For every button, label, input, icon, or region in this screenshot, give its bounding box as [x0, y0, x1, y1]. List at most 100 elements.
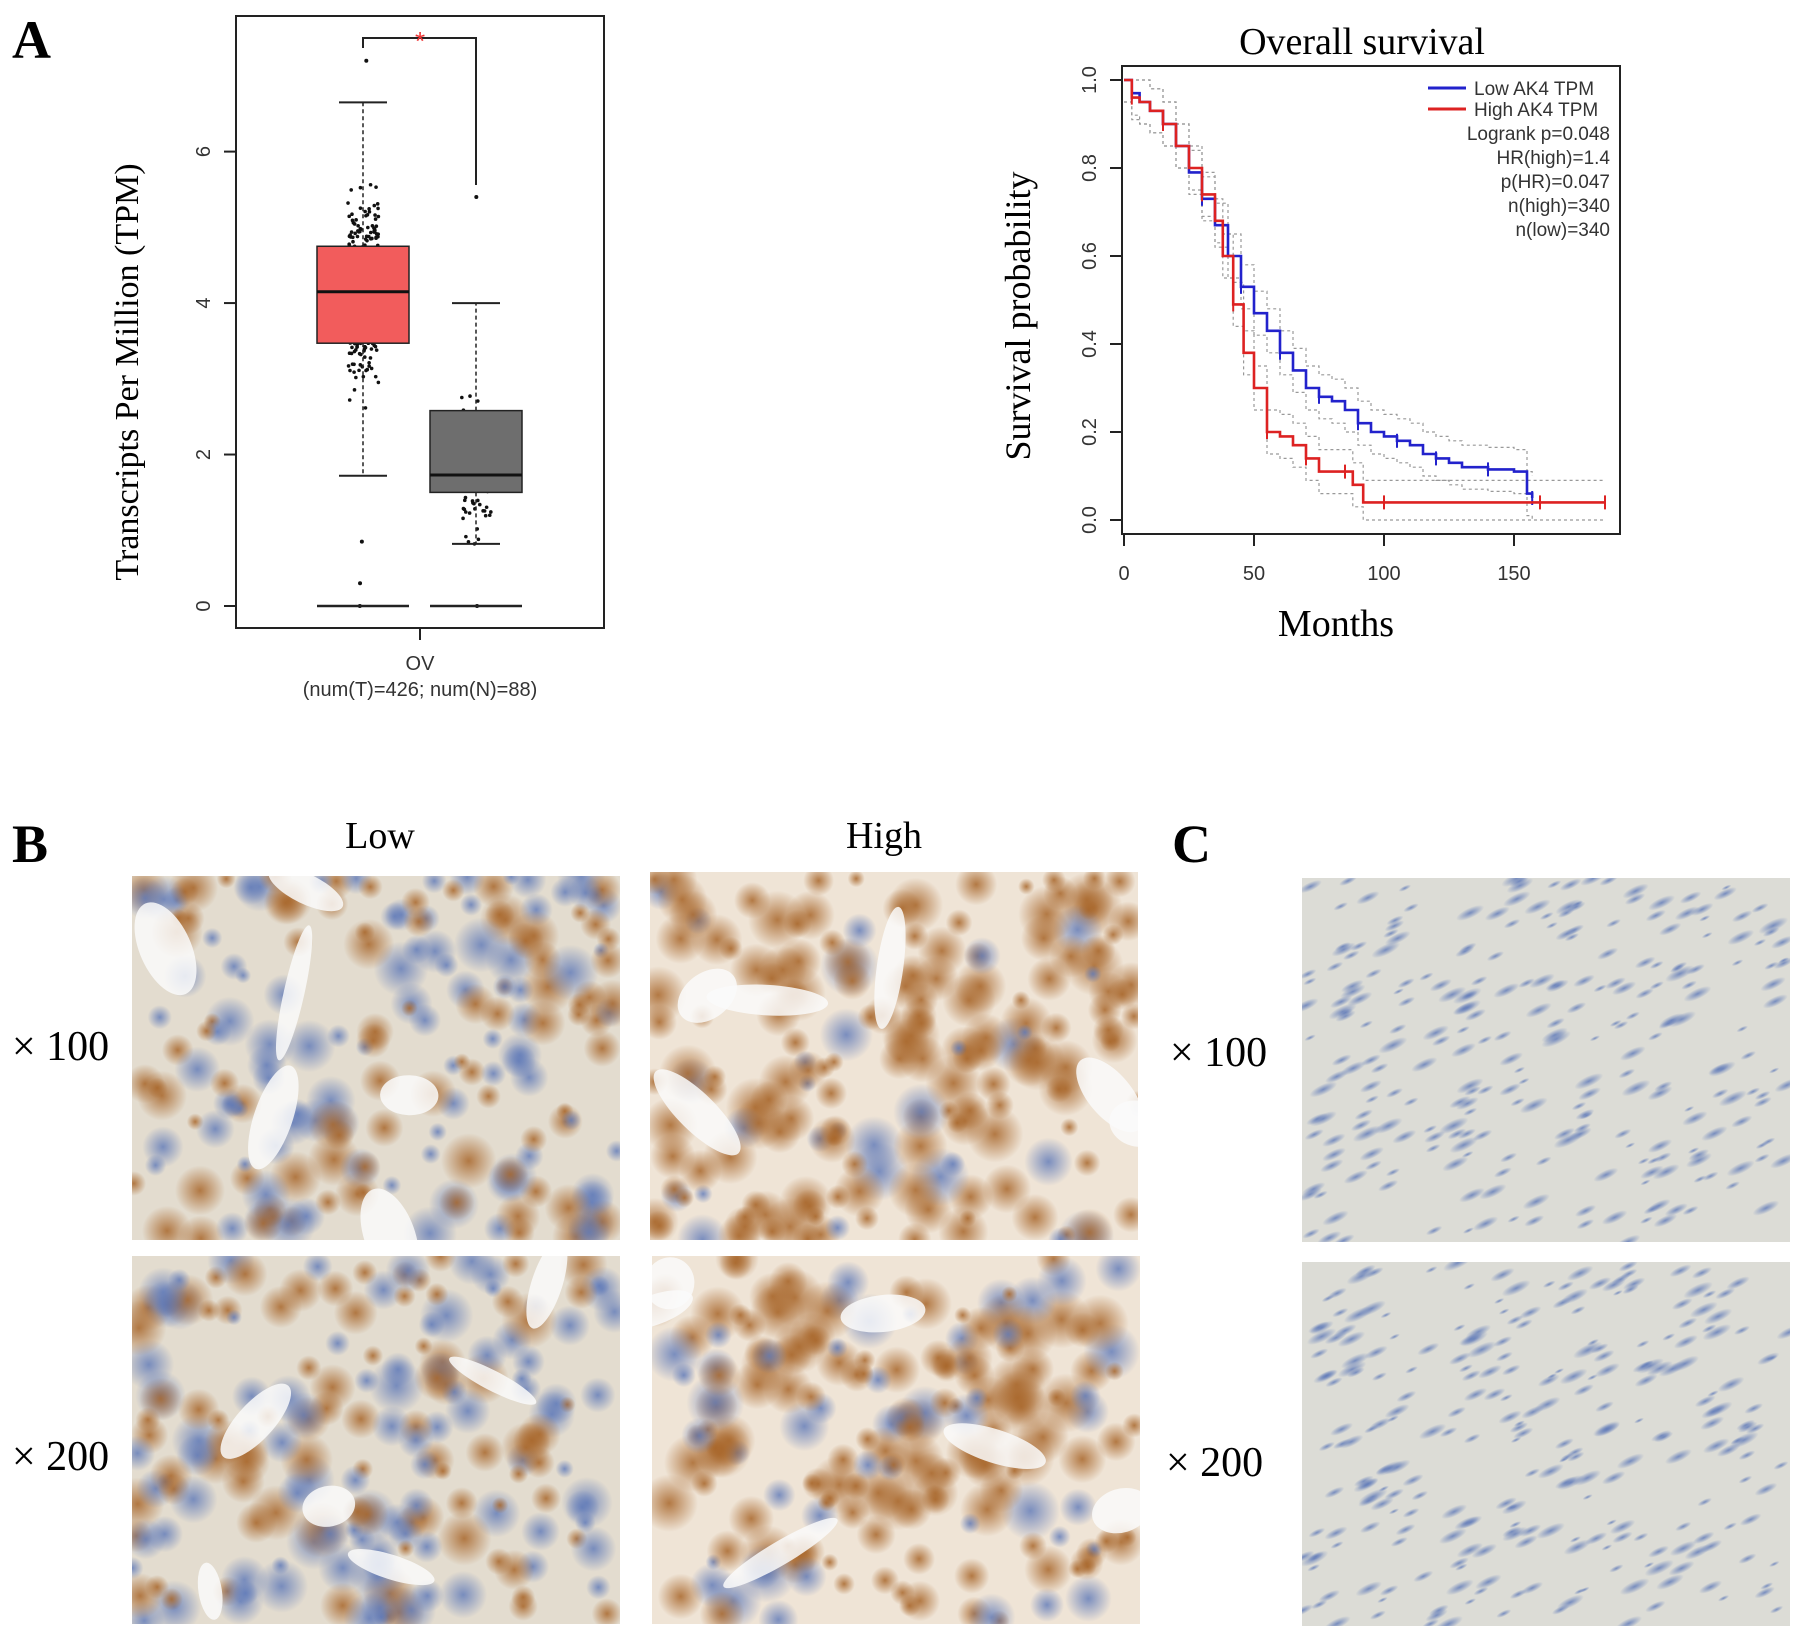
cell-nucleus	[1509, 1521, 1522, 1528]
cell-nucleus	[1643, 1204, 1661, 1215]
stained-cell	[588, 979, 620, 1028]
cell-nucleus	[1353, 1475, 1374, 1487]
data-point	[363, 237, 368, 241]
cell-nucleus	[1464, 1598, 1477, 1605]
cell-nucleus	[1731, 910, 1753, 923]
survival-x-label: Months	[1278, 603, 1394, 645]
cell-nucleus	[1711, 1088, 1729, 1099]
cell-nucleus	[1447, 1406, 1466, 1418]
cell-nucleus	[1579, 1586, 1590, 1593]
cell-nucleus	[1674, 906, 1700, 921]
stained-cell	[501, 1256, 530, 1278]
cell-nucleus	[1397, 996, 1416, 1007]
cell-nucleus	[1535, 1156, 1552, 1166]
cell-nucleus	[1356, 891, 1380, 905]
stained-cell	[932, 1352, 960, 1381]
stained-cell	[1011, 1193, 1059, 1240]
tissue-lumen	[134, 902, 197, 996]
cell-nucleus	[1402, 1508, 1420, 1518]
stained-cell	[280, 1391, 328, 1439]
stained-cell	[220, 1555, 269, 1604]
cell-nucleus	[1463, 1387, 1488, 1402]
magnification-label: × 200	[1166, 1440, 1263, 1486]
data-point	[354, 375, 358, 380]
cell-nucleus	[1447, 1128, 1467, 1140]
stained-cell	[668, 890, 718, 939]
stained-cell	[271, 1556, 290, 1575]
y-axis-tick-label: 0.4	[1079, 330, 1101, 358]
cell-nucleus	[1563, 1539, 1591, 1555]
stained-cell	[967, 1593, 1016, 1624]
tissue-lumen	[380, 1075, 439, 1116]
stained-cell	[681, 1417, 718, 1454]
cell-nucleus	[1683, 1106, 1695, 1112]
cell-nucleus	[1379, 1585, 1399, 1596]
cell-nucleus	[1645, 1600, 1666, 1613]
cell-nucleus	[1700, 1416, 1725, 1430]
cell-nucleus	[1738, 1553, 1757, 1564]
cell-nucleus	[1384, 1488, 1404, 1500]
stained-cell	[580, 1377, 616, 1413]
cell-nucleus	[1463, 1107, 1478, 1116]
cell-nucleus	[1501, 878, 1532, 887]
cell-nucleus	[1341, 979, 1364, 993]
stained-cell	[438, 1184, 475, 1221]
cell-nucleus	[1701, 1126, 1728, 1141]
stained-cell	[225, 1309, 243, 1326]
cell-nucleus	[1679, 891, 1702, 904]
cell-nucleus	[1778, 957, 1789, 964]
histology-low-x200	[132, 1256, 620, 1624]
cell-nucleus	[1463, 1283, 1475, 1290]
survival-title: Overall survival	[1239, 21, 1485, 63]
cell-nucleus	[1461, 1151, 1474, 1158]
cell-nucleus	[1727, 929, 1755, 945]
survival-y-label: Survival probability	[998, 172, 1038, 461]
cell-nucleus	[1439, 1427, 1458, 1438]
cell-nucleus	[1659, 922, 1682, 936]
cell-nucleus	[1594, 1422, 1620, 1437]
cell-nucleus	[1669, 1540, 1697, 1556]
stained-cell	[521, 1511, 561, 1551]
stained-cell	[955, 872, 998, 906]
data-point	[476, 498, 480, 503]
legend-entry: Low AK4 TPM	[1474, 79, 1594, 100]
data-point	[368, 356, 373, 360]
cell-nucleus	[1690, 902, 1714, 916]
data-point	[364, 234, 369, 239]
stained-cell	[476, 1083, 501, 1109]
cell-nucleus	[1654, 1152, 1672, 1163]
stained-cell	[345, 1493, 389, 1536]
cell-nucleus	[1451, 1043, 1476, 1058]
cell-nucleus	[1411, 1057, 1438, 1072]
cell-nucleus	[1389, 1024, 1407, 1034]
cell-nucleus	[1716, 1443, 1741, 1457]
y-axis-tick-label: 2	[193, 449, 215, 460]
stained-cell	[560, 1109, 582, 1131]
stained-cell	[758, 1110, 802, 1154]
magnification-label: × 100	[1170, 1030, 1267, 1076]
stained-cell	[690, 1470, 718, 1497]
stained-cell	[591, 1598, 620, 1624]
stained-cell	[441, 878, 465, 902]
cell-nucleus	[1545, 979, 1565, 991]
magnification-label: × 100	[12, 1024, 109, 1070]
stained-cell	[132, 1572, 164, 1619]
stained-cell	[1024, 1137, 1073, 1187]
stained-cell	[847, 872, 865, 888]
cell-nucleus	[1322, 1210, 1349, 1226]
cell-nucleus	[1340, 1352, 1370, 1369]
cell-nucleus	[1597, 947, 1619, 960]
cell-nucleus	[1306, 1328, 1337, 1345]
column-label-low: Low	[345, 815, 415, 857]
cell-nucleus	[1586, 1374, 1598, 1381]
cell-nucleus	[1601, 1544, 1613, 1551]
cell-nucleus	[1496, 1609, 1512, 1618]
stained-cell	[917, 926, 967, 976]
data-point	[372, 343, 377, 348]
data-point	[376, 214, 381, 219]
histology-background	[1302, 878, 1790, 1242]
stained-cell	[309, 1364, 356, 1411]
cell-nucleus	[1717, 1376, 1745, 1392]
stained-cell	[657, 1573, 704, 1620]
cell-nucleus	[1352, 1125, 1382, 1142]
